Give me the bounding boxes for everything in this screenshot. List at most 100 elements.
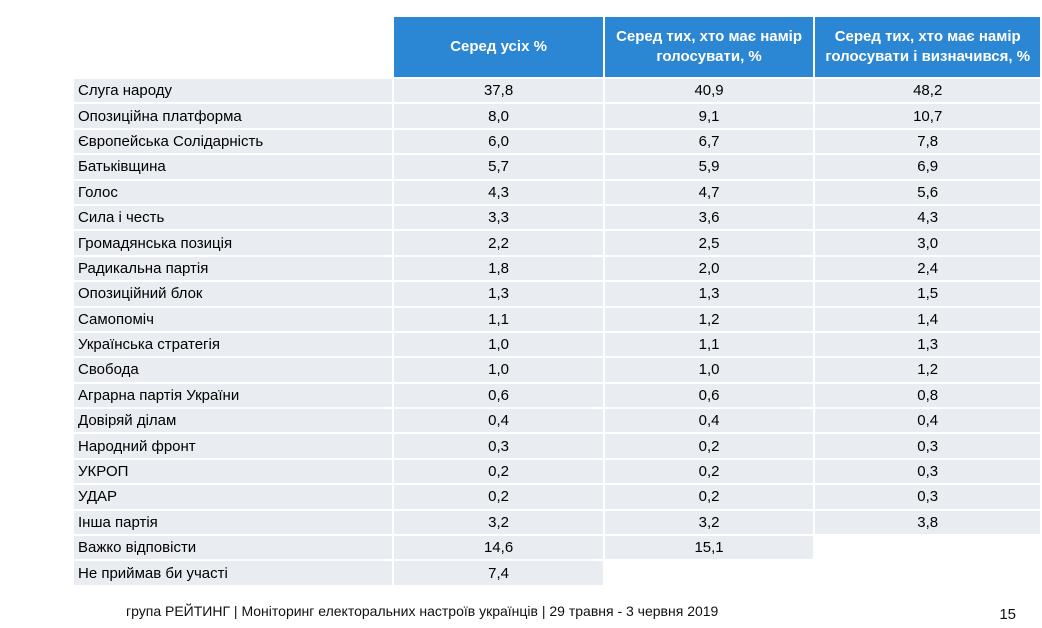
all-value-cell: 14,6 (394, 536, 603, 560)
intend-vote-value-cell: 6,7 (604, 129, 814, 154)
decided-value-cell: 0,4 (815, 409, 1040, 433)
decided-value-cell (815, 536, 1040, 559)
decided-value-cell: 4,3 (815, 205, 1040, 230)
header-intend-vote: Серед тих, хто має намір голосувати, % (604, 17, 814, 77)
intend-vote-value-cell: 3,2 (604, 510, 814, 535)
party-cell: Аграрна партія України (74, 383, 393, 408)
all-value-cell: 3,2 (394, 510, 603, 535)
table-body: Слуга народу 37,8 40,9 48,2 Опозиційна платф… (74, 79, 1040, 585)
party-cell: УДАР (74, 485, 393, 509)
party-cell: Опозиційний блок (74, 282, 393, 306)
decided-value-cell: 2,4 (815, 256, 1040, 281)
party-cell: Громадянська позиція (74, 231, 393, 255)
header-party (74, 17, 392, 77)
party-cell: Слуга народу (74, 79, 393, 103)
intend-vote-value-cell: 1,3 (604, 282, 814, 306)
table-row: Важко відповісти 14,6 15,1 (74, 536, 1040, 560)
all-value-cell: 5,7 (394, 155, 603, 179)
all-value-cell: 1,0 (394, 332, 603, 357)
decided-value-cell: 6,9 (815, 155, 1040, 179)
all-value-cell: 8,0 (394, 104, 603, 128)
table-row: Українська стратегія 1,0 1,1 1,3 (74, 332, 1040, 357)
decided-value-cell: 3,0 (815, 231, 1040, 255)
header-intend-vote-decided: Серед тих, хто має намір голосувати і ви… (815, 17, 1040, 77)
all-value-cell: 1,8 (394, 256, 603, 281)
all-value-cell: 1,0 (394, 358, 603, 382)
all-value-cell: 1,3 (394, 282, 603, 306)
table-row: Слуга народу 37,8 40,9 48,2 (74, 79, 1040, 103)
all-value-cell: 37,8 (394, 79, 603, 103)
intend-vote-value-cell: 0,6 (604, 383, 814, 408)
party-cell: Радикальна партія (74, 256, 393, 281)
header-all: Серед усіх % (394, 17, 603, 77)
all-value-cell: 7,4 (394, 561, 603, 585)
party-cell: Народний фронт (74, 434, 393, 458)
decided-value-cell: 3,8 (815, 510, 1040, 535)
decided-value-cell: 0,3 (815, 434, 1040, 458)
all-value-cell: 3,3 (394, 205, 603, 230)
table-row: Голос 4,3 4,7 5,6 (74, 180, 1040, 204)
intend-vote-value-cell: 2,0 (604, 256, 814, 281)
intend-vote-value-cell: 0,4 (604, 409, 814, 433)
decided-value-cell: 1,5 (815, 282, 1040, 306)
header-row: Серед усіх % Серед тих, хто має намір го… (74, 17, 1040, 77)
intend-vote-value-cell: 5,9 (604, 155, 814, 179)
decided-value-cell: 7,8 (815, 129, 1040, 154)
table-row: Опозиційна платформа 8,0 9,1 10,7 (74, 104, 1040, 128)
table-row: УДАР 0,2 0,2 0,3 (74, 485, 1040, 509)
party-cell: Самопоміч (74, 307, 393, 331)
table-row: Самопоміч 1,1 1,2 1,4 (74, 307, 1040, 331)
table-row: Аграрна партія України 0,6 0,6 0,8 (74, 383, 1040, 408)
party-cell: УКРОП (74, 459, 393, 484)
intend-vote-value-cell: 1,0 (604, 358, 814, 382)
intend-vote-value-cell: 9,1 (604, 104, 814, 128)
party-cell: Батьківщина (74, 155, 393, 179)
decided-value-cell (815, 561, 1040, 584)
decided-value-cell: 10,7 (815, 104, 1040, 128)
table-row: Не приймав би участі 7,4 (74, 561, 1040, 585)
page-number: 15 (999, 606, 1016, 623)
decided-value-cell: 1,3 (815, 332, 1040, 357)
all-value-cell: 0,2 (394, 459, 603, 484)
party-cell: Важко відповісти (74, 536, 393, 560)
decided-value-cell: 1,4 (815, 307, 1040, 331)
intend-vote-value-cell: 2,5 (604, 231, 814, 255)
all-value-cell: 2,2 (394, 231, 603, 255)
decided-value-cell: 1,2 (815, 358, 1040, 382)
decided-value-cell: 48,2 (815, 79, 1040, 103)
party-cell: Сила і честь (74, 205, 393, 230)
party-cell: Українська стратегія (74, 332, 393, 357)
party-cell: Європейська Солідарність (74, 129, 393, 154)
decided-value-cell: 0,3 (815, 485, 1040, 509)
all-value-cell: 0,4 (394, 409, 603, 433)
intend-vote-value-cell (605, 561, 814, 584)
results-table: Серед усіх % Серед тих, хто має намір го… (72, 15, 1042, 587)
decided-value-cell: 0,8 (815, 383, 1040, 408)
table-row: Громадянська позиція 2,2 2,5 3,0 (74, 231, 1040, 255)
table-row: Довіряй ділам 0,4 0,4 0,4 (74, 409, 1040, 433)
table-row: Інша партія 3,2 3,2 3,8 (74, 510, 1040, 535)
party-cell: Не приймав би участі (74, 561, 393, 585)
all-value-cell: 0,3 (394, 434, 603, 458)
table-row: Свобода 1,0 1,0 1,2 (74, 358, 1040, 382)
intend-vote-value-cell: 4,7 (604, 180, 814, 204)
intend-vote-value-cell: 15,1 (604, 536, 814, 560)
intend-vote-value-cell: 3,6 (604, 205, 814, 230)
intend-vote-value-cell: 0,2 (604, 485, 814, 509)
intend-vote-value-cell: 0,2 (604, 434, 814, 458)
all-value-cell: 1,1 (394, 307, 603, 331)
party-cell: Опозиційна платформа (74, 104, 393, 128)
all-value-cell: 0,2 (394, 485, 603, 509)
table-row: Опозиційний блок 1,3 1,3 1,5 (74, 282, 1040, 306)
table-row: Батьківщина 5,7 5,9 6,9 (74, 155, 1040, 179)
party-cell: Інша партія (74, 510, 393, 535)
table-row: Європейська Солідарність 6,0 6,7 7,8 (74, 129, 1040, 154)
decided-value-cell: 0,3 (815, 459, 1040, 484)
intend-vote-value-cell: 1,1 (604, 332, 814, 357)
intend-vote-value-cell: 0,2 (604, 459, 814, 484)
table-row: УКРОП 0,2 0,2 0,3 (74, 459, 1040, 484)
table-row: Радикальна партія 1,8 2,0 2,4 (74, 256, 1040, 281)
intend-vote-value-cell: 40,9 (604, 79, 814, 103)
party-cell: Голос (74, 180, 393, 204)
